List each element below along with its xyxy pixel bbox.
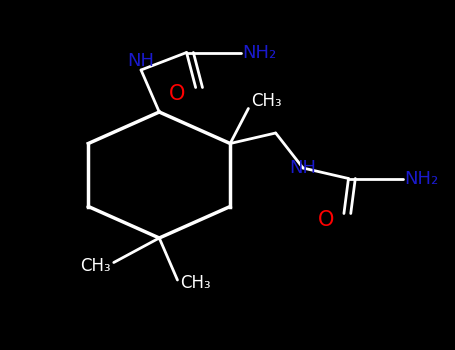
Text: NH: NH: [289, 159, 317, 177]
Text: NH₂: NH₂: [404, 169, 439, 188]
Text: O: O: [169, 84, 186, 105]
Text: CH₃: CH₃: [80, 257, 111, 275]
Text: NH: NH: [127, 52, 155, 70]
Text: O: O: [318, 210, 334, 231]
Text: CH₃: CH₃: [251, 92, 282, 111]
Text: NH₂: NH₂: [242, 43, 277, 62]
Text: CH₃: CH₃: [180, 274, 211, 293]
